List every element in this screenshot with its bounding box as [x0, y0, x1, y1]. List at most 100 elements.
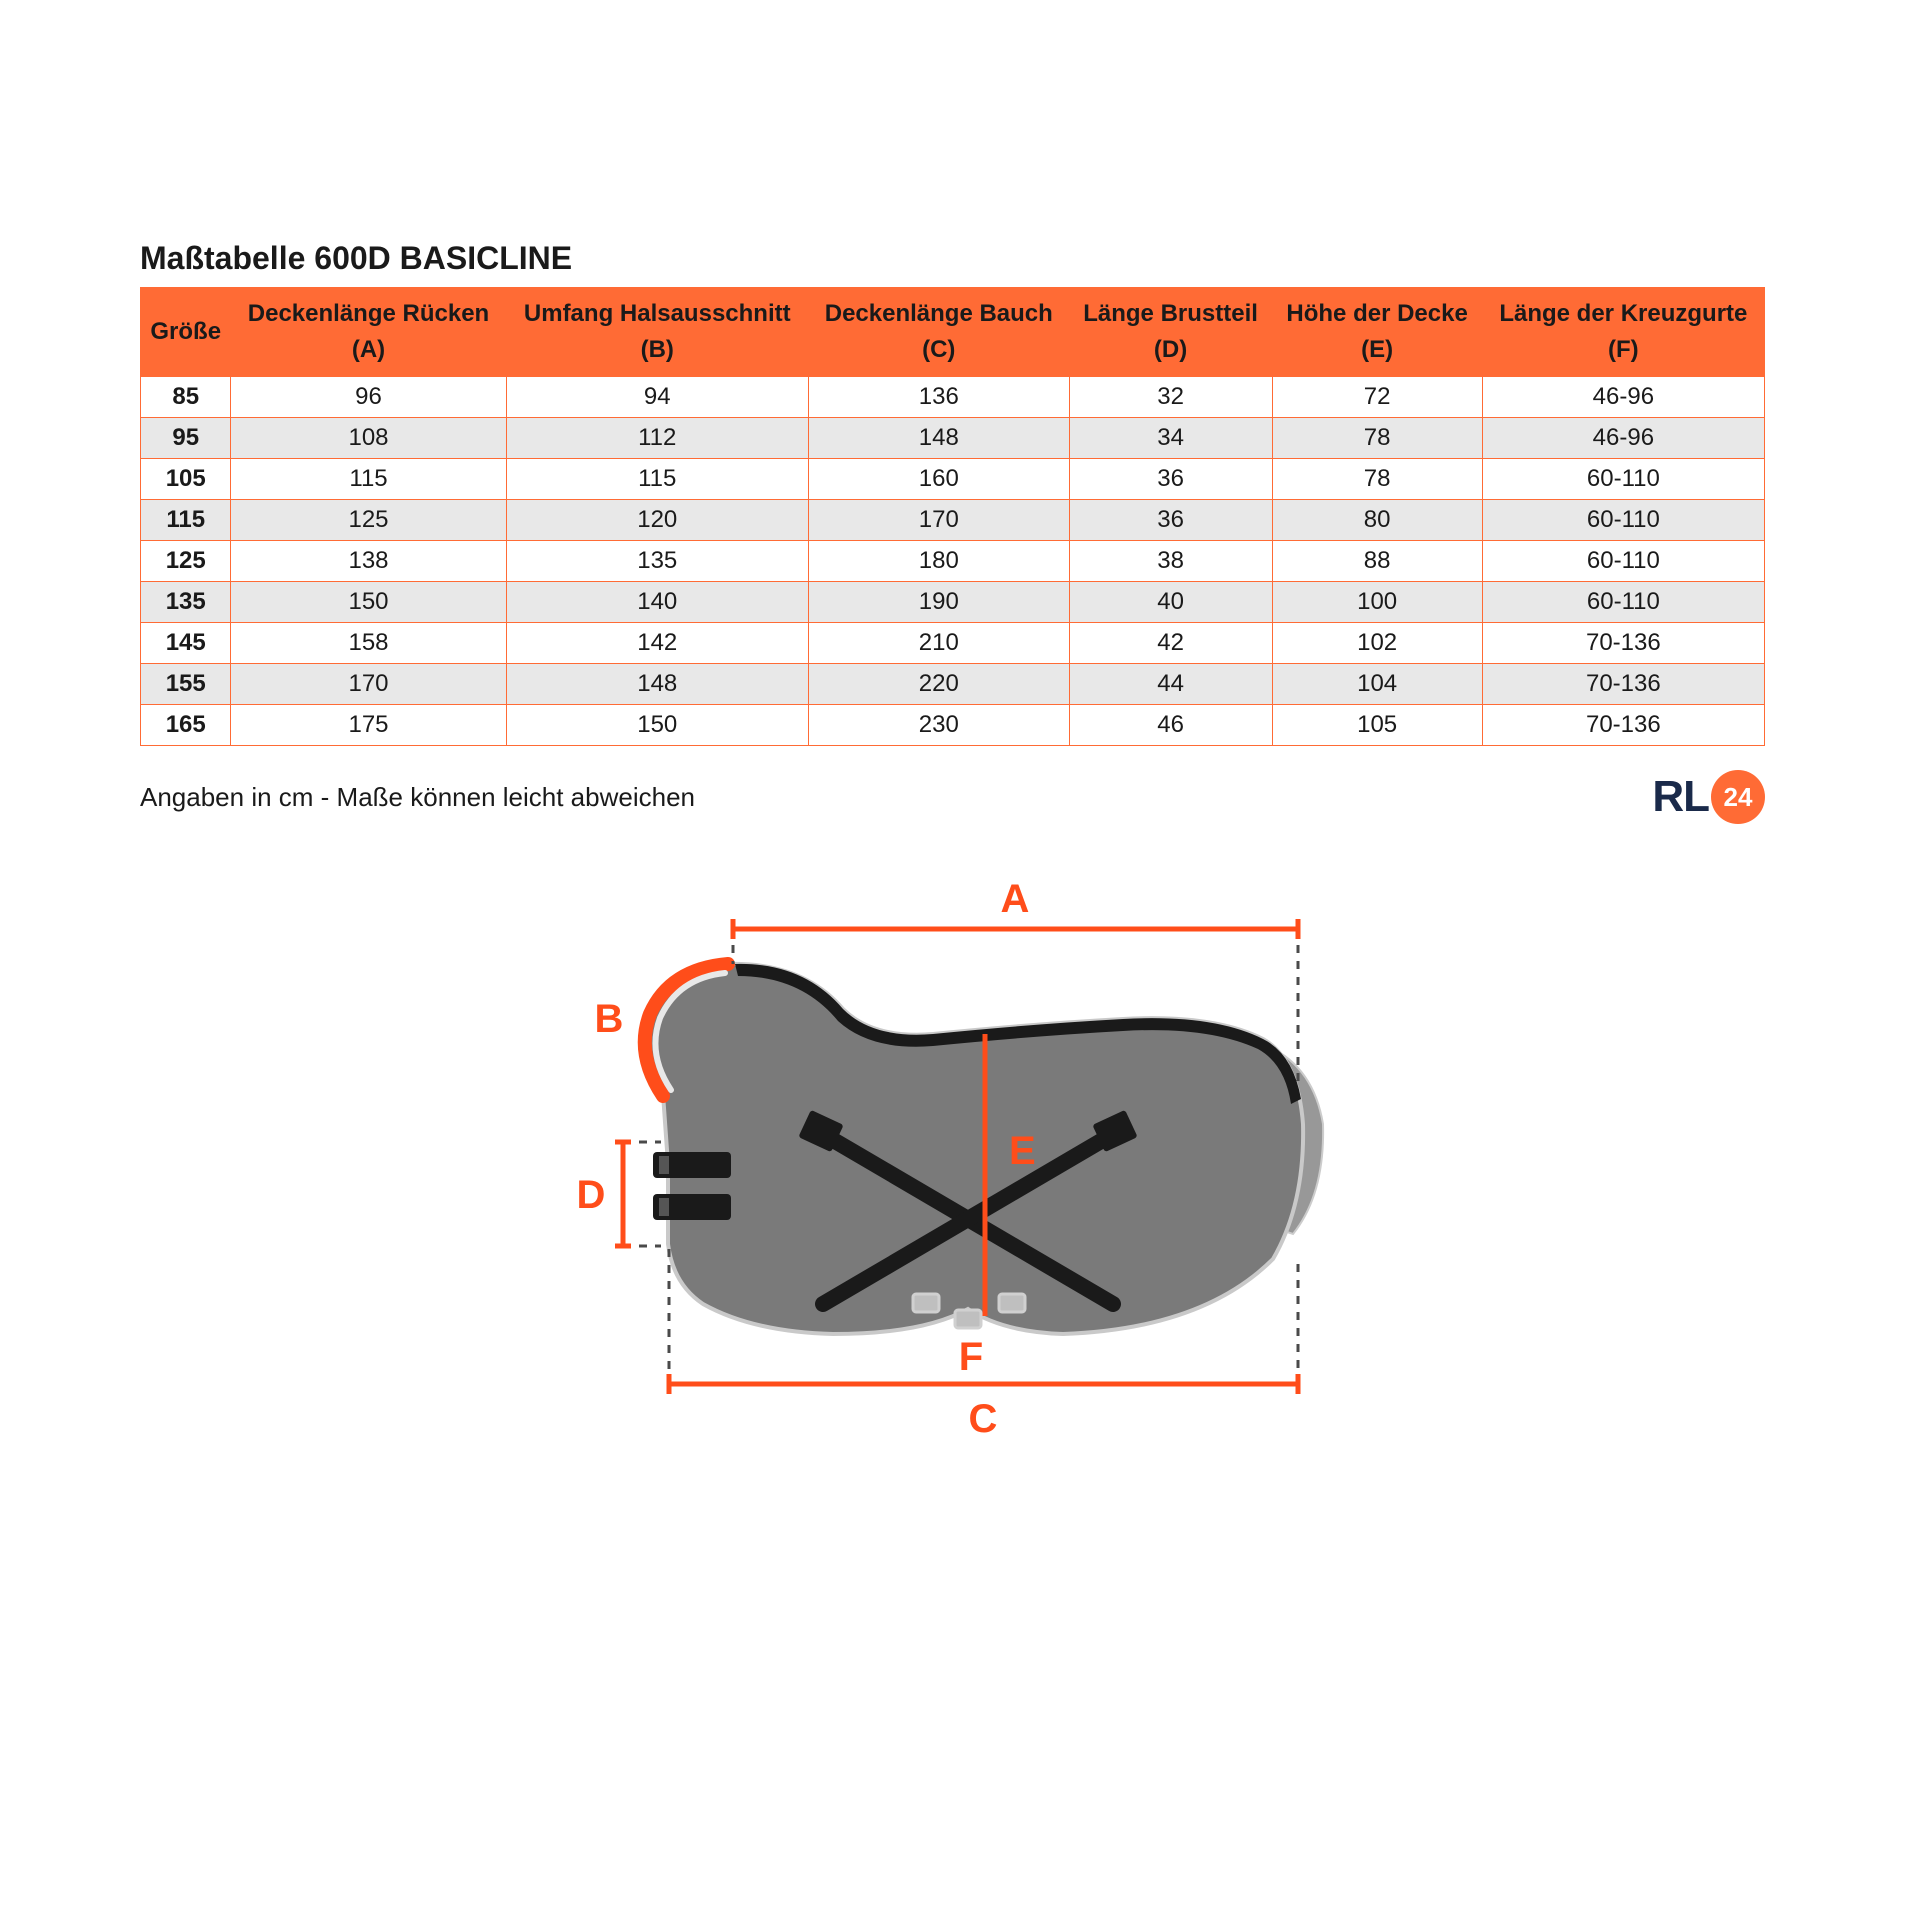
value-cell: 72 [1272, 377, 1482, 418]
value-cell: 190 [808, 582, 1069, 623]
table-row: 1351501401904010060-110 [141, 582, 1765, 623]
value-cell: 120 [506, 500, 808, 541]
size-cell: 95 [141, 418, 231, 459]
size-cell: 85 [141, 377, 231, 418]
size-cell: 115 [141, 500, 231, 541]
value-cell: 180 [808, 541, 1069, 582]
value-cell: 150 [231, 582, 506, 623]
size-table: GrößeDeckenlänge Rücken(A)Umfang Halsaus… [140, 287, 1765, 746]
size-cell: 135 [141, 582, 231, 623]
table-row: 105115115160367860-110 [141, 459, 1765, 500]
size-cell: 145 [141, 623, 231, 664]
diagram-measure-a [733, 919, 1298, 939]
table-header-cell: Länge der Kreuzgurte(F) [1482, 288, 1764, 377]
size-cell: 165 [141, 705, 231, 746]
diagram-strap-detail [659, 1198, 669, 1216]
value-cell: 158 [231, 623, 506, 664]
table-body: 859694136327246-9695108112148347846-9610… [141, 377, 1765, 746]
value-cell: 148 [506, 664, 808, 705]
logo-24-badge: 24 [1711, 770, 1765, 824]
table-header-cell: Größe [141, 288, 231, 377]
diagram-label-a: A [1000, 877, 1029, 921]
logo-rl-text: RL [1652, 772, 1709, 822]
value-cell: 44 [1069, 664, 1272, 705]
brand-logo: RL 24 [1652, 770, 1765, 824]
blanket-diagram: A C E D B F [503, 864, 1403, 1484]
diagram-strap-detail [659, 1156, 669, 1174]
value-cell: 115 [231, 459, 506, 500]
diagram-label-d: D [576, 1173, 605, 1217]
value-cell: 70-136 [1482, 623, 1764, 664]
size-cell: 125 [141, 541, 231, 582]
value-cell: 102 [1272, 623, 1482, 664]
value-cell: 36 [1069, 459, 1272, 500]
value-cell: 60-110 [1482, 582, 1764, 623]
value-cell: 138 [231, 541, 506, 582]
table-row: 115125120170368060-110 [141, 500, 1765, 541]
diagram-blanket-body [643, 964, 1303, 1334]
value-cell: 105 [1272, 705, 1482, 746]
value-cell: 38 [1069, 541, 1272, 582]
value-cell: 100 [1272, 582, 1482, 623]
value-cell: 96 [231, 377, 506, 418]
diagram-label-e: E [1009, 1129, 1036, 1173]
size-cell: 155 [141, 664, 231, 705]
diagram-label-b: B [594, 997, 623, 1041]
table-row: 859694136327246-96 [141, 377, 1765, 418]
table-row: 1651751502304610570-136 [141, 705, 1765, 746]
value-cell: 210 [808, 623, 1069, 664]
footnote: Angaben in cm - Maße können leicht abwei… [140, 782, 695, 813]
value-cell: 60-110 [1482, 541, 1764, 582]
value-cell: 80 [1272, 500, 1482, 541]
value-cell: 125 [231, 500, 506, 541]
value-cell: 78 [1272, 418, 1482, 459]
table-row: 95108112148347846-96 [141, 418, 1765, 459]
value-cell: 32 [1069, 377, 1272, 418]
table-header-cell: Umfang Halsausschnitt(B) [506, 288, 808, 377]
value-cell: 70-136 [1482, 705, 1764, 746]
value-cell: 46-96 [1482, 418, 1764, 459]
table-row: 1451581422104210270-136 [141, 623, 1765, 664]
table-header-row: GrößeDeckenlänge Rücken(A)Umfang Halsaus… [141, 288, 1765, 377]
value-cell: 88 [1272, 541, 1482, 582]
table-row: 125138135180388860-110 [141, 541, 1765, 582]
value-cell: 70-136 [1482, 664, 1764, 705]
value-cell: 175 [231, 705, 506, 746]
value-cell: 140 [506, 582, 808, 623]
diagram-measure-d [615, 1142, 631, 1246]
size-cell: 105 [141, 459, 231, 500]
table-row: 1551701482204410470-136 [141, 664, 1765, 705]
footer-row: Angaben in cm - Maße können leicht abwei… [140, 770, 1765, 824]
value-cell: 115 [506, 459, 808, 500]
value-cell: 170 [808, 500, 1069, 541]
value-cell: 108 [231, 418, 506, 459]
value-cell: 112 [506, 418, 808, 459]
value-cell: 94 [506, 377, 808, 418]
value-cell: 40 [1069, 582, 1272, 623]
diagram-label-f: F [958, 1335, 982, 1379]
value-cell: 160 [808, 459, 1069, 500]
value-cell: 150 [506, 705, 808, 746]
value-cell: 34 [1069, 418, 1272, 459]
value-cell: 135 [506, 541, 808, 582]
value-cell: 142 [506, 623, 808, 664]
value-cell: 60-110 [1482, 500, 1764, 541]
value-cell: 230 [808, 705, 1069, 746]
value-cell: 46-96 [1482, 377, 1764, 418]
page-title: Maßtabelle 600D BASICLINE [140, 240, 1765, 277]
diagram-measure-c [669, 1374, 1298, 1394]
value-cell: 148 [808, 418, 1069, 459]
value-cell: 78 [1272, 459, 1482, 500]
value-cell: 36 [1069, 500, 1272, 541]
value-cell: 170 [231, 664, 506, 705]
value-cell: 60-110 [1482, 459, 1764, 500]
value-cell: 104 [1272, 664, 1482, 705]
value-cell: 220 [808, 664, 1069, 705]
table-header-cell: Deckenlänge Rücken(A) [231, 288, 506, 377]
table-header-cell: Deckenlänge Bauch(C) [808, 288, 1069, 377]
diagram-label-c: C [968, 1397, 997, 1441]
diagram-container: A C E D B F [140, 864, 1765, 1484]
value-cell: 46 [1069, 705, 1272, 746]
value-cell: 136 [808, 377, 1069, 418]
table-header-cell: Länge Brustteil(D) [1069, 288, 1272, 377]
